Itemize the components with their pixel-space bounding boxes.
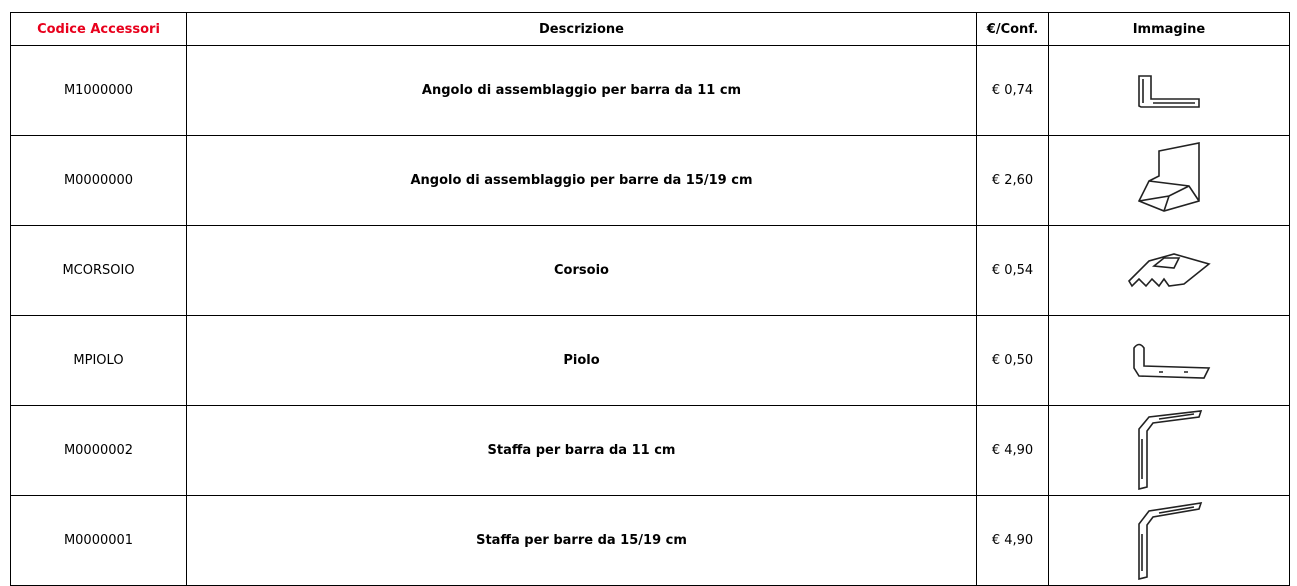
image-cell	[1048, 405, 1290, 496]
description: Piolo	[186, 315, 977, 406]
header-row: Codice Accessori Descrizione €/Conf. Imm…	[10, 12, 1290, 46]
image-cell	[1048, 495, 1290, 586]
header-cell: €/Conf.	[976, 12, 1049, 46]
price: € 4,90	[976, 405, 1049, 496]
table-row: MPIOLO Piolo € 0,50	[10, 315, 1290, 406]
header-cell: Descrizione	[186, 12, 977, 46]
description: Staffa per barre da 15/19 cm	[186, 495, 977, 586]
product-image	[1127, 252, 1211, 287]
image-cell	[1048, 315, 1290, 406]
header-cell: Codice Accessori	[10, 12, 187, 46]
table-row: M0000001 Staffa per barre da 15/19 cm € 4,…	[10, 495, 1290, 586]
header-cell: Immagine	[1048, 12, 1290, 46]
price: € 0,74	[976, 45, 1049, 136]
description: Angolo di assemblaggio per barra da 11 c…	[186, 45, 977, 136]
image-cell	[1048, 225, 1290, 316]
product-image	[1138, 409, 1203, 490]
price: € 2,60	[976, 135, 1049, 226]
table-row: MCORSOIO Corsoio € 0,54	[10, 225, 1290, 316]
product-code: M0000001	[10, 495, 187, 586]
description: Angolo di assemblaggio per barre da 15/1…	[186, 135, 977, 226]
product-image	[1137, 141, 1200, 212]
product-code: M1000000	[10, 45, 187, 136]
image-cell	[1048, 45, 1290, 136]
product-code: MPIOLO	[10, 315, 187, 406]
product-code: M0000000	[10, 135, 187, 226]
product-code: M0000002	[10, 405, 187, 496]
product-code: MCORSOIO	[10, 225, 187, 316]
description: Staffa per barra da 11 cm	[186, 405, 977, 496]
table-body: M1000000 Angolo di assemblaggio per barra…	[10, 45, 1290, 586]
description: Corsoio	[186, 225, 977, 316]
price: € 4,90	[976, 495, 1049, 586]
table-row: M0000002 Staffa per barra da 11 cm € 4,90	[10, 405, 1290, 496]
accessories-table: Codice Accessori Descrizione €/Conf. Imm…	[10, 12, 1290, 586]
price: € 0,54	[976, 225, 1049, 316]
price: € 0,50	[976, 315, 1049, 406]
table-row: M0000000 Angolo di assemblaggio per barre…	[10, 135, 1290, 226]
product-image	[1133, 343, 1211, 379]
product-image	[1138, 501, 1203, 580]
table-row: M1000000 Angolo di assemblaggio per barra…	[10, 45, 1290, 136]
table-header: Codice Accessori Descrizione €/Conf. Imm…	[10, 12, 1290, 46]
product-image	[1138, 74, 1200, 108]
image-cell	[1048, 135, 1290, 226]
